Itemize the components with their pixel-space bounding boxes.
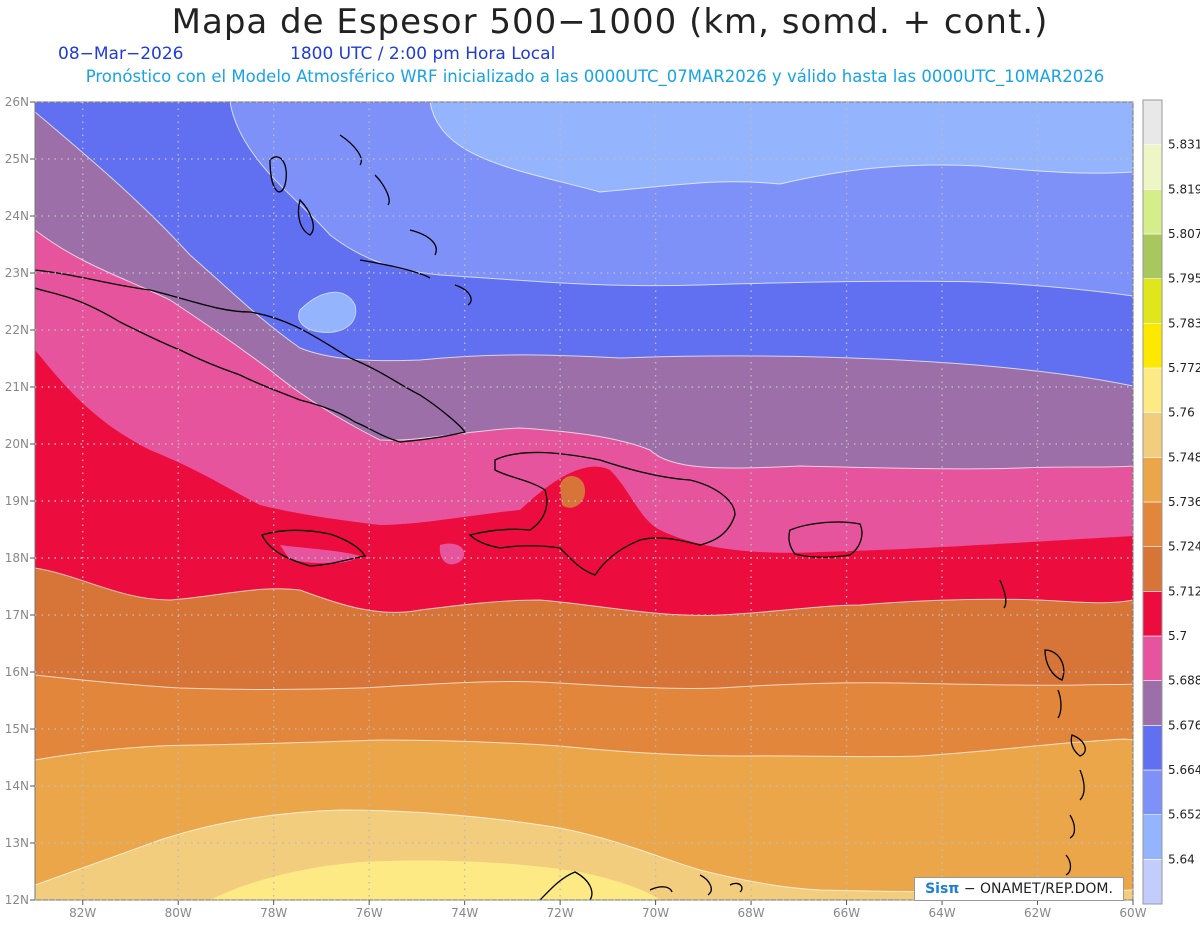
legend-label: 5.736 [1168, 495, 1200, 509]
south-america-coast [539, 871, 743, 900]
legend-swatch [1142, 725, 1163, 771]
legend-swatch [1142, 814, 1163, 860]
legend-label: 5.688 [1168, 674, 1200, 688]
lat-tick-label: 18N [5, 551, 29, 565]
lon-tick-label: 64W [928, 906, 955, 920]
legend-swatch [1142, 189, 1163, 235]
lat-tick-label: 24N [5, 209, 29, 223]
legend-label: 5.807 [1168, 227, 1200, 241]
lat-tick-label: 13N [5, 836, 29, 850]
lat-tick-label: 16N [5, 665, 29, 679]
lon-tick-label: 62W [1024, 906, 1051, 920]
graticule [30, 101, 1134, 905]
bahamas-coast [269, 134, 472, 306]
legend-swatch [1142, 501, 1163, 547]
legend-label: 5.652 [1168, 808, 1200, 822]
lat-tick-label: 25N [5, 152, 29, 166]
legend-label: 5.795 [1168, 272, 1200, 286]
legend-swatch [1142, 99, 1163, 145]
credit-box: Sisπ − ONAMET/REP.DOM. [914, 877, 1124, 901]
color-legend: 5.64 5.652 5.664 5.676 5.688 5.7 5.712 5.724 5.7… [1142, 99, 1200, 905]
legend-swatch [1142, 680, 1163, 726]
legend-swatch [1142, 635, 1163, 681]
lon-tick-label: 76W [356, 906, 383, 920]
lon-tick-label: 70W [642, 906, 669, 920]
credit-sis: Sisπ [925, 881, 960, 897]
lon-tick-label: 72W [547, 906, 574, 920]
legend-swatch [1142, 233, 1163, 279]
legend-swatch [1142, 591, 1163, 637]
forecast-description: Pronóstico con el Modelo Atmosférico WRF… [85, 67, 1105, 86]
legend-swatch [1142, 367, 1163, 413]
legend-label: 5.664 [1168, 763, 1200, 777]
lon-tick-label: 80W [165, 906, 192, 920]
legend-swatch [1142, 457, 1163, 503]
legend-label: 5.783 [1168, 316, 1200, 330]
legend-swatch [1142, 412, 1163, 458]
hispaniola-coast [468, 451, 736, 576]
lat-tick-label: 17N [5, 608, 29, 622]
lat-tick-label: 12N [5, 893, 29, 907]
lat-tick-label: 15N [5, 722, 29, 736]
lat-tick-label: 19N [5, 494, 29, 508]
lat-tick-label: 22N [5, 323, 29, 337]
lat-tick-label: 20N [5, 437, 29, 451]
lon-tick-label: 60W [1119, 906, 1146, 920]
axis-tick-labels: 82W 80W 78W 76W 74W 72W 70W 68W 66W 64W 62W 60W 12N 1… [5, 95, 1147, 920]
forecast-time: 1800 UTC / 2:00 pm Hora Local [290, 44, 556, 64]
legend-label: 5.64 [1168, 852, 1195, 866]
legend-swatch [1142, 323, 1163, 369]
legend-swatch [1142, 278, 1163, 324]
legend-label: 5.772 [1168, 361, 1200, 375]
legend-label: 5.819 [1168, 182, 1200, 196]
legend-swatch [1142, 769, 1163, 815]
legend-label: 5.676 [1168, 718, 1200, 732]
jamaica-coast [261, 529, 367, 567]
lon-tick-label: 74W [451, 906, 478, 920]
legend-swatch [1142, 546, 1163, 592]
lon-tick-label: 68W [738, 906, 765, 920]
legend-swatch [1142, 144, 1163, 190]
cuba-coast [35, 269, 467, 443]
lat-tick-label: 23N [5, 266, 29, 280]
coastlines [35, 134, 1086, 900]
credit-agency: − ONAMET/REP.DOM. [959, 881, 1113, 897]
puerto-rico-coast [788, 521, 863, 558]
legend-label: 5.748 [1168, 450, 1200, 464]
lesser-antilles-coast [999, 579, 1086, 876]
legend-label: 5.76 [1168, 406, 1195, 420]
lat-tick-label: 26N [5, 95, 29, 109]
legend-label: 5.712 [1168, 584, 1200, 598]
lon-tick-label: 78W [260, 906, 287, 920]
legend-swatch [1142, 859, 1163, 905]
legend-label: 5.7 [1168, 629, 1187, 643]
forecast-date: 08−Mar−2026 [58, 44, 184, 64]
legend-label: 5.831 [1168, 138, 1200, 152]
lon-tick-label: 66W [833, 906, 860, 920]
lat-tick-label: 14N [5, 779, 29, 793]
lat-tick-label: 21N [5, 380, 29, 394]
contour-lines [35, 102, 1133, 893]
thickness-bands [35, 102, 1133, 900]
map-title: Mapa de Espesor 500−1000 (km, somd. + co… [171, 2, 1049, 42]
lon-tick-label: 82W [69, 906, 96, 920]
legend-label: 5.724 [1168, 540, 1200, 554]
